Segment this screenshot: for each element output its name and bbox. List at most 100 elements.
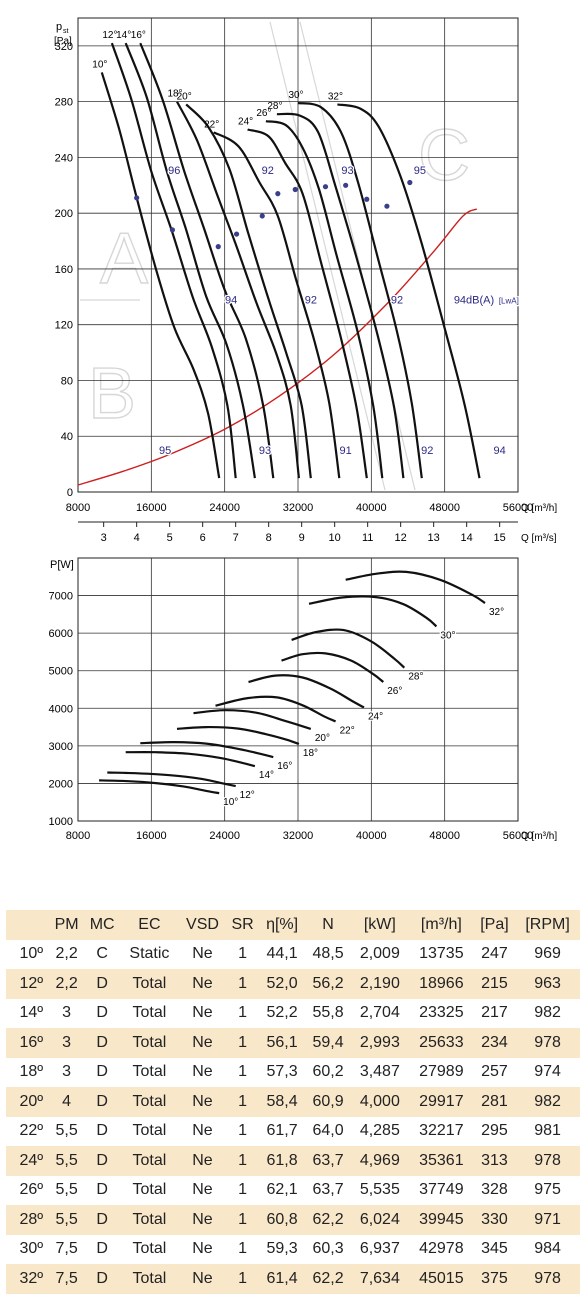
table-cell: D xyxy=(84,1028,121,1058)
table-row: 12º 2,2 D Total Ne 1 52,0 56,2 2,190 18966 215 963 xyxy=(6,969,580,999)
sound-level-label: 93 xyxy=(341,165,353,177)
table-cell: Ne xyxy=(192,1004,213,1022)
curve-label: 26° xyxy=(387,686,402,697)
power-curve-10deg xyxy=(99,779,220,795)
table-cell: 1 xyxy=(238,945,248,963)
curve-label: 12° xyxy=(240,790,255,801)
table-cell: 4,285 xyxy=(359,1122,400,1140)
table-row: 30º 7,5 D Total Ne 1 59,3 60,3 6,937 42978 345 984 xyxy=(6,1235,580,1265)
pressure-curve-26deg xyxy=(265,120,384,479)
table-cell: 59,4 xyxy=(305,1028,351,1058)
curve-label: 22° xyxy=(204,119,219,130)
sound-level-label: 92 xyxy=(305,295,317,307)
pressure-curve-30deg xyxy=(297,101,423,479)
table-row: 10º 2,2 C Static Ne 1 44,1 48,5 2,009 13735 247 969 xyxy=(6,940,580,970)
curve-label: 20° xyxy=(315,733,330,744)
table-cell: D xyxy=(96,1063,108,1081)
secondary-x-tick-label: 3 xyxy=(101,532,107,544)
operating-point-dot xyxy=(322,184,329,190)
table-cell: 20º xyxy=(6,1087,50,1117)
table-header-cell: EC xyxy=(120,910,179,940)
table-cell: 60,9 xyxy=(305,1087,351,1117)
table-header-cell xyxy=(6,910,50,940)
y-axis-label-subscript: st xyxy=(63,28,69,35)
power-curve-14deg xyxy=(125,751,256,768)
table-cell: 1 xyxy=(238,1181,248,1199)
y-axis-label: p xyxy=(56,21,62,33)
table-row: 28º 5,5 D Total Ne 1 60,8 62,2 6,024 39945 330 971 xyxy=(6,1205,580,1235)
table-cell: 27989 xyxy=(419,1063,464,1081)
table-cell: 57,3 xyxy=(266,1063,298,1081)
sound-level-label: 93 xyxy=(259,445,271,457)
curve-label: 32° xyxy=(489,607,504,618)
table-cell: Ne xyxy=(192,1122,213,1140)
table-cell: 10º xyxy=(19,945,44,963)
y-axis-unit: [Pa] xyxy=(54,36,72,47)
performance-table: PM MC EC VSD SR η[%] N [kW] [m³/h] [Pa] [RPM] 10º 2… xyxy=(6,910,580,1294)
table-cell: 3 xyxy=(62,1004,72,1022)
sound-level-label: [LwA] xyxy=(499,297,519,306)
table-cell: 1 xyxy=(226,969,259,999)
zone-divider xyxy=(269,21,386,491)
table-cell: D xyxy=(84,1264,121,1294)
x-axis-label: Q [m³/h] xyxy=(521,503,557,514)
operating-point-dot xyxy=(407,179,413,186)
table-cell: 55,8 xyxy=(312,1004,344,1022)
table-cell: Total xyxy=(120,1146,179,1176)
table-cell: 1 xyxy=(226,1205,259,1235)
table-cell: 60,3 xyxy=(312,1240,344,1258)
table-cell: 5,5 xyxy=(55,1122,78,1140)
power-curve-26deg xyxy=(281,651,384,683)
curve-label: 30° xyxy=(440,630,455,641)
table-cell: 32217 xyxy=(419,1122,464,1140)
table-cell: 345 xyxy=(481,1240,508,1258)
x-tick-label: 32000 xyxy=(283,830,314,842)
table-cell: 2,2 xyxy=(55,945,78,963)
table-cell: Total xyxy=(120,969,179,999)
table-cell: 28º xyxy=(6,1205,50,1235)
table-cell: 56,2 xyxy=(305,969,351,999)
table-cell: 4,000 xyxy=(350,1087,409,1117)
y-tick-label: 200 xyxy=(55,208,73,220)
table-cell: 62,1 xyxy=(266,1181,298,1199)
table-cell: 16º xyxy=(6,1028,50,1058)
table-header-cell: [RPM] xyxy=(515,910,580,940)
y-tick-label: 4000 xyxy=(49,703,73,715)
table-cell: 48,5 xyxy=(312,945,344,963)
power-curve-20deg xyxy=(193,709,312,730)
x-tick-label: 24000 xyxy=(209,502,240,514)
y-tick-label: 7000 xyxy=(49,591,73,603)
table-cell: Total xyxy=(132,1181,167,1199)
sound-level-label: 95 xyxy=(414,165,426,177)
table-cell: 978 xyxy=(515,1028,580,1058)
operating-point-dot xyxy=(233,231,240,237)
power-curve-30deg xyxy=(308,595,438,628)
table-cell: D xyxy=(96,1122,108,1140)
curve-label: 28° xyxy=(267,101,282,112)
operating-point-dot xyxy=(169,227,176,233)
secondary-x-tick-label: 15 xyxy=(494,532,506,544)
table-cell: 5,535 xyxy=(359,1181,400,1199)
table-cell: 32º xyxy=(6,1264,50,1294)
table-cell: Ne xyxy=(178,1264,227,1294)
table-header-cell: [kW] xyxy=(350,910,409,940)
table-cell: 281 xyxy=(473,1087,516,1117)
table-cell: 1 xyxy=(226,1087,259,1117)
table-cell: 6,024 xyxy=(350,1205,409,1235)
y-tick-label: 3000 xyxy=(49,741,73,753)
table-cell: 14º xyxy=(19,1004,44,1022)
table-cell: Ne xyxy=(178,1205,227,1235)
table-cell: 18º xyxy=(19,1063,44,1081)
table-cell: 984 xyxy=(534,1240,561,1258)
table-header-cell: MC xyxy=(84,910,121,940)
table-cell: 2,190 xyxy=(350,969,409,999)
table-cell: 5,5 xyxy=(49,1205,85,1235)
table-cell: 4 xyxy=(49,1087,85,1117)
table-header-cell: η[%] xyxy=(258,910,306,940)
x-tick-label: 8000 xyxy=(66,830,90,842)
secondary-x-axis-label: Q [m³/s] xyxy=(521,533,557,544)
y-tick-label: 5000 xyxy=(49,666,73,678)
table-cell: 974 xyxy=(534,1063,561,1081)
table-cell: 56,1 xyxy=(258,1028,306,1058)
secondary-x-tick-label: 9 xyxy=(299,532,305,544)
